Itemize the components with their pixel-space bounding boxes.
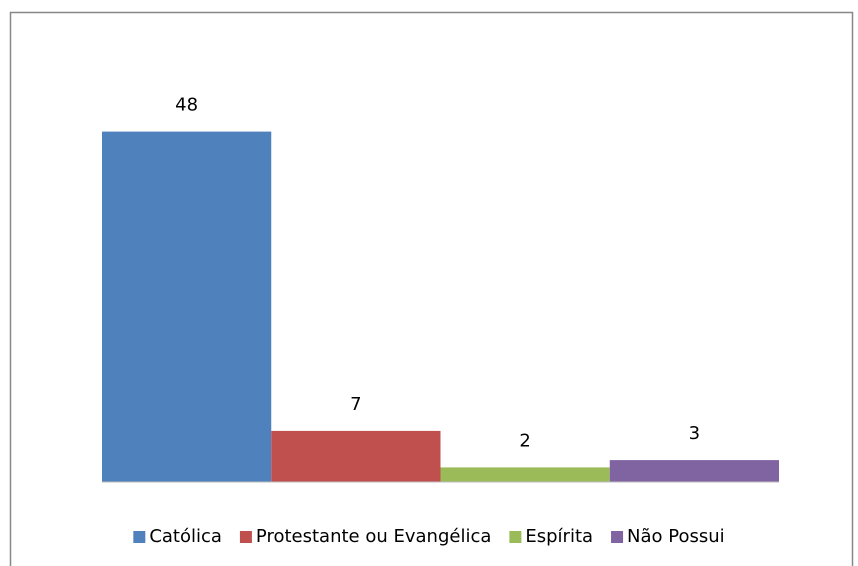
data-label: 3 <box>689 423 700 444</box>
legend-label: Católica <box>149 526 222 547</box>
data-label: 2 <box>519 430 530 451</box>
legend-swatch <box>133 531 146 543</box>
legend-label: Não Possui <box>627 526 725 547</box>
data-label: 48 <box>175 95 198 116</box>
legend-swatch <box>239 531 252 543</box>
legend-swatch <box>611 531 624 543</box>
legend-label: Espírita <box>525 526 593 547</box>
bar <box>102 131 272 482</box>
legend-swatch <box>509 531 522 543</box>
bar <box>271 430 441 482</box>
data-label: 7 <box>350 394 361 415</box>
bar <box>440 467 610 482</box>
legend-label: Protestante ou Evangélica <box>256 526 491 547</box>
bar <box>609 460 779 482</box>
